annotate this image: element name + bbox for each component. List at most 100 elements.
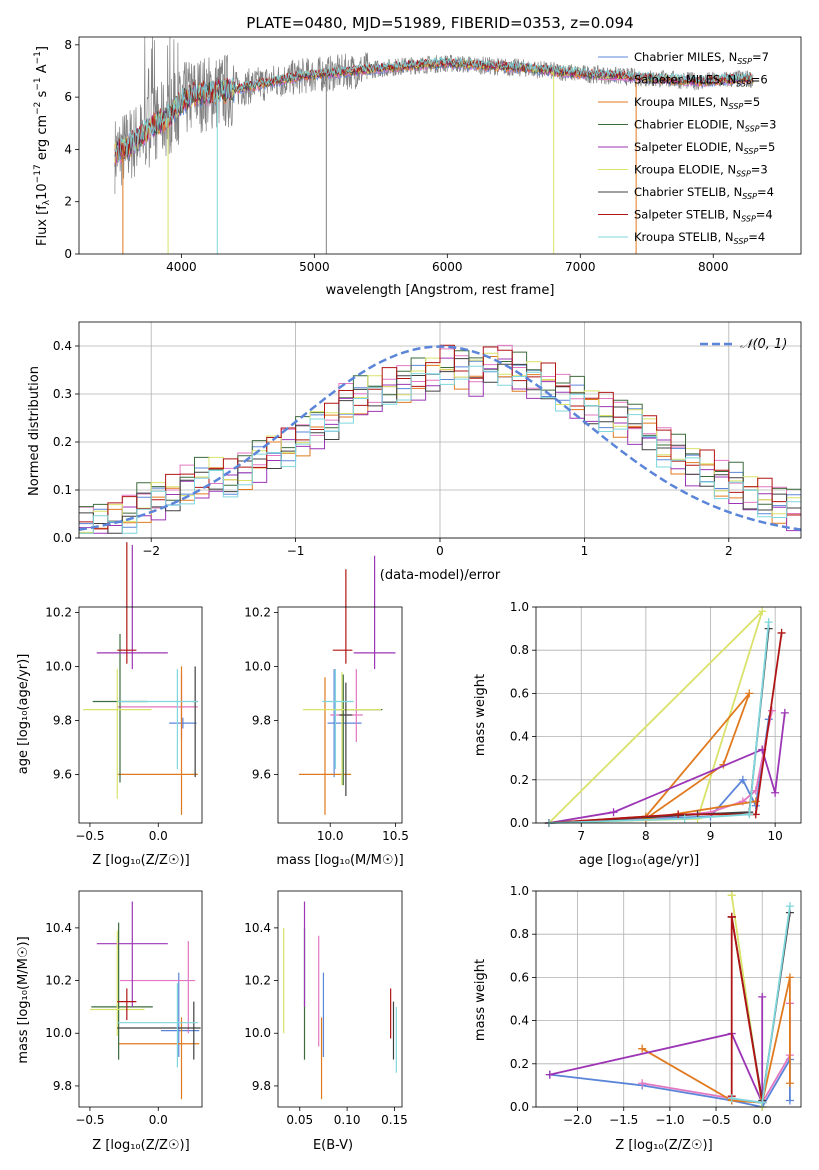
legend-entry: Chabrier MILES, NSSP=7	[634, 50, 769, 66]
x-tick-label: 10	[768, 829, 783, 843]
residuals-legend-label: 𝒩(0, 1)	[740, 337, 787, 352]
mass-weight-line	[548, 622, 770, 824]
legend-entry: Chabrier ELODIE, NSSP=3	[634, 118, 776, 134]
x-tick-label: 8	[642, 829, 650, 843]
mass-weight-marker	[727, 891, 736, 900]
mass-weight-vs-age-xlabel: age [log₁₀(age/yr)]	[579, 853, 700, 868]
axes-frame	[535, 890, 802, 1108]
age-vs-z-ylabel: age [log₁₀(age/yr)]	[16, 654, 31, 775]
mass-weight-vs-age-ylabel: mass weight	[473, 674, 488, 756]
x-tick-label: 10.0	[317, 829, 344, 843]
x-tick-label: −0.5	[75, 1113, 104, 1127]
y-tick-label: 9.8	[53, 1079, 72, 1093]
x-tick-label: 0.10	[334, 1113, 361, 1127]
y-tick-label: 0.0	[510, 816, 529, 830]
mass-weight-line	[730, 912, 791, 1101]
y-tick-label: 0.2	[510, 1057, 529, 1071]
mass-weight-line	[548, 710, 773, 824]
y-tick-label: 10.4	[45, 921, 72, 935]
y-tick-label: 0.0	[510, 1100, 529, 1114]
y-tick-label: 10.2	[244, 605, 271, 619]
spectrum-xlabel: wavelength [Angstrom, rest frame]	[326, 283, 555, 298]
mass-weight-vs-z-panel: Z [log₁₀(Z/Z☉)] mass weight −2.0 −1.5 −1.0…	[473, 884, 802, 1153]
figure-title: PLATE=0480, MJD=51989, FIBERID=0353, z=0…	[246, 14, 633, 32]
mass-weight-marker	[745, 810, 754, 819]
axes-frame	[277, 890, 403, 1108]
x-tick-label: 0.0	[753, 1113, 772, 1127]
y-tick-label: 0.0	[53, 531, 72, 545]
age-vs-mass-panel: mass [log₁₀(M/M☉)] 10.0 10.5 9.6 9.8 10.0 10.…	[244, 555, 409, 868]
axes-frame	[78, 890, 203, 1108]
residuals-ylabel: Normed distribution	[27, 366, 42, 496]
mass-weight-line	[548, 692, 756, 824]
mass-weight-marker	[785, 1079, 794, 1088]
y-tick-label: 10.4	[244, 921, 271, 935]
x-tick-label: 5000	[299, 260, 330, 274]
mass-vs-ebv-xlabel: E(B-V)	[313, 1138, 353, 1153]
x-tick-label: 0.05	[286, 1113, 313, 1127]
x-tick-label: 10.5	[382, 829, 409, 843]
plot-area	[278, 891, 402, 1107]
x-tick-label: 0.0	[149, 829, 168, 843]
legend-entry: Salpeter STELIB, NSSP=4	[634, 208, 773, 224]
y-tick-label: 0.2	[53, 435, 72, 449]
mass-weight-marker	[680, 814, 689, 823]
y-tick-label: 0.4	[510, 1014, 529, 1028]
x-tick-label: −0.5	[701, 1113, 730, 1127]
x-tick-label: −1	[287, 544, 305, 558]
legend-entry: Salpeter ELODIE, NSSP=5	[634, 140, 775, 156]
y-tick-label: 0.6	[510, 970, 529, 984]
age-vs-z-xlabel: Z [log₁₀(Z/Z☉)]	[92, 853, 189, 868]
age-vs-z-panel: Z [log₁₀(Z/Z☉)] age [log₁₀(age/yr)] −0.5…	[16, 542, 203, 868]
plot-area	[79, 607, 202, 823]
mass-weight-marker	[638, 1079, 647, 1088]
x-tick-label: 0.15	[381, 1113, 408, 1127]
y-tick-label: 0.6	[510, 686, 529, 700]
mass-weight-marker	[758, 992, 767, 1001]
x-tick-label: 2	[725, 544, 733, 558]
x-tick-label: 6000	[432, 260, 463, 274]
x-tick-label: −1.0	[655, 1113, 684, 1127]
y-tick-label: 10.0	[45, 1026, 72, 1040]
mass-weight-marker	[638, 1044, 647, 1053]
mass-weight-vs-z-ylabel: mass weight	[473, 959, 488, 1041]
spectrum-ylabel: Flux [fλ10−17 erg cm−2 s−1 A−1]	[33, 46, 52, 246]
x-tick-label: 8000	[698, 260, 729, 274]
y-tick-label: 10.2	[45, 605, 72, 619]
y-tick-label: 0.4	[53, 339, 72, 353]
y-tick-label: 10.0	[45, 659, 72, 673]
mass-weight-marker	[727, 912, 736, 921]
mass-weight-marker	[609, 808, 618, 817]
plot-area	[79, 891, 202, 1107]
spectrum-model-line	[114, 56, 754, 162]
x-tick-label: 7000	[565, 260, 596, 274]
mass-weight-line	[549, 996, 764, 1104]
y-tick-label: 10.0	[244, 1026, 271, 1040]
mass-weight-marker	[738, 775, 747, 784]
y-tick-label: 10.0	[244, 659, 271, 673]
axes-frame	[78, 606, 203, 824]
y-tick-label: 9.8	[252, 713, 271, 727]
mass-weight-marker	[771, 788, 780, 797]
x-tick-label: −2	[142, 544, 160, 558]
mass-weight-marker	[545, 1070, 554, 1079]
y-tick-label: 2	[64, 195, 72, 209]
x-tick-label: 0.0	[149, 1113, 168, 1127]
y-tick-label: 8	[64, 38, 72, 52]
mass-weight-marker	[758, 1098, 767, 1107]
axes-frame	[277, 606, 403, 824]
residuals-panel: (data-model)/error Normed distribution 𝒩…	[27, 321, 802, 583]
y-tick-label: 10.2	[244, 974, 271, 988]
mass-weight-marker	[758, 607, 767, 616]
mass-weight-vs-z-xlabel: Z [log₁₀(Z/Z☉)]	[615, 1138, 712, 1153]
legend-entry: Kroupa ELODIE, NSSP=3	[634, 163, 768, 179]
y-tick-label: 0.3	[53, 387, 72, 401]
y-tick-label: 10.2	[45, 974, 72, 988]
mass-weight-marker	[764, 618, 773, 627]
y-tick-label: 4	[64, 142, 72, 156]
mass-weight-marker	[785, 902, 794, 911]
axes-frame	[535, 606, 802, 824]
x-tick-label: −1.5	[609, 1113, 638, 1127]
y-tick-label: 0.8	[510, 927, 529, 941]
